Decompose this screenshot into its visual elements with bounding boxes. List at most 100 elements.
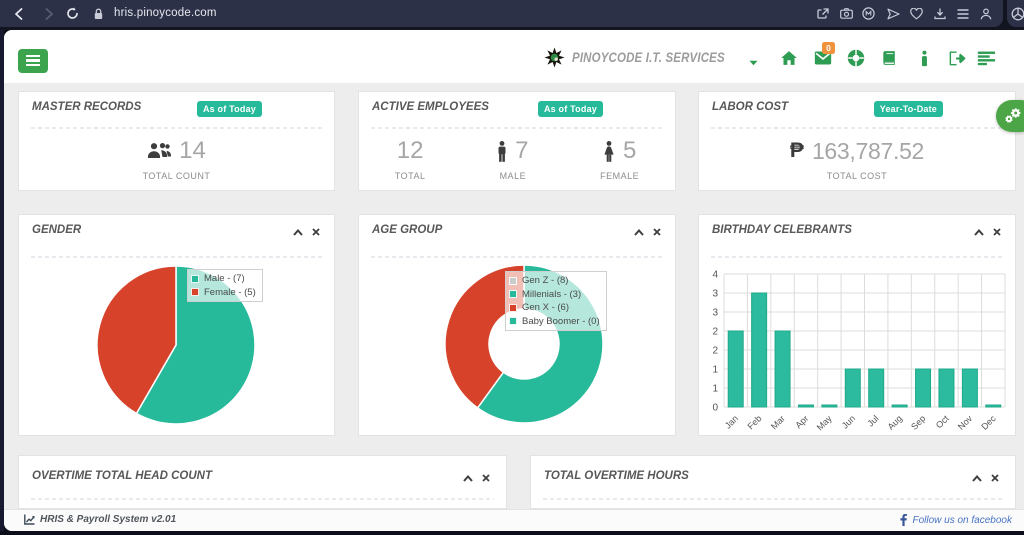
birthday-bar-chart[interactable]: 0 1 1 2 2 3 3 4 Jan Feb Mar Apr May Jun Jul Aug Sep Oct No… xyxy=(699,215,1017,437)
panel-title: AGE GROUP xyxy=(372,224,443,236)
stat-value: 7 xyxy=(515,137,529,164)
lifering-icon[interactable] xyxy=(847,49,865,67)
reload-icon[interactable] xyxy=(65,0,79,27)
brand[interactable]: PINOYCODE I.T. SERVICES xyxy=(544,44,758,70)
legend-swatch xyxy=(191,288,199,297)
home-icon[interactable] xyxy=(780,49,798,67)
card-badge: Year-To-Date xyxy=(873,101,943,117)
legend-item[interactable]: Female - (5) xyxy=(191,286,256,300)
hamburger-icon xyxy=(26,55,40,67)
browser-toolbar-corner xyxy=(1007,0,1024,27)
settings-float-button[interactable] xyxy=(996,100,1024,132)
legend-swatch xyxy=(509,303,517,312)
back-icon[interactable] xyxy=(12,0,24,27)
gender-legend[interactable]: Male - (7) Female - (5) xyxy=(187,269,263,302)
legend-item[interactable]: Millenials - (3) xyxy=(509,288,600,302)
stat-label: TOTAL COST xyxy=(826,171,888,181)
legend-label: Gen Z - (8) xyxy=(522,275,569,287)
wheel-icon[interactable] xyxy=(1011,0,1024,27)
legend-item[interactable]: Gen Z - (8) xyxy=(509,274,600,288)
legend-swatch xyxy=(509,276,517,285)
app-footer: HRIS & Payroll System v2.01 Follow us on… xyxy=(4,509,1024,531)
sidebar-toggle-button[interactable] xyxy=(18,49,48,73)
panel-title: TOTAL OVERTIME HOURS xyxy=(544,470,689,482)
collapse-icon[interactable] xyxy=(974,228,984,236)
window-bottom-edge xyxy=(0,531,1024,535)
close-icon[interactable] xyxy=(991,474,999,482)
stat-value: 12 xyxy=(396,137,424,164)
svg-text:Dec: Dec xyxy=(979,413,998,432)
legend-item[interactable]: Gen X - (6) xyxy=(509,301,600,315)
card-title: LABOR COST xyxy=(712,101,789,113)
signout-icon[interactable] xyxy=(948,49,966,67)
stat-labor-cost: ₱ 163,787.52 TOTAL COST xyxy=(790,136,924,181)
close-icon[interactable] xyxy=(993,228,1001,236)
svg-text:2: 2 xyxy=(712,346,718,357)
close-icon[interactable] xyxy=(482,474,490,482)
heart-icon[interactable] xyxy=(909,0,923,27)
browser-toolbar: hris.pinoycode.com xyxy=(0,0,1024,30)
list-icon[interactable] xyxy=(977,49,995,67)
panel-gender: GENDER Male - (7) Female - (5) xyxy=(18,214,335,436)
lock-icon xyxy=(93,0,104,27)
extension-icon[interactable] xyxy=(861,0,875,27)
mail-icon[interactable] xyxy=(814,49,832,67)
svg-text:0: 0 xyxy=(712,403,718,414)
legend-item[interactable]: Baby Boomer - (0) xyxy=(509,315,600,329)
panel-overtime-hours: TOTAL OVERTIME HOURS xyxy=(530,455,1016,509)
collapse-icon[interactable] xyxy=(634,228,644,236)
collapse-icon[interactable] xyxy=(463,474,473,482)
age-group-legend[interactable]: Gen Z - (8) Millenials - (3) Gen X - (6) Ba… xyxy=(505,271,607,331)
users-icon xyxy=(148,143,172,158)
collapse-icon[interactable] xyxy=(972,474,982,482)
panel-title: OVERTIME TOTAL HEAD COUNT xyxy=(32,470,212,482)
divider xyxy=(711,127,1003,129)
gender-pie-chart[interactable] xyxy=(19,215,336,437)
legend-swatch xyxy=(191,274,199,283)
close-icon[interactable] xyxy=(312,228,320,236)
stat-label: MALE xyxy=(499,171,527,181)
close-icon[interactable] xyxy=(653,228,661,236)
send-icon[interactable] xyxy=(886,0,900,27)
legend-swatch xyxy=(509,290,517,299)
info-icon[interactable] xyxy=(915,49,933,67)
camera-icon[interactable] xyxy=(839,0,853,27)
url-bar[interactable]: hris.pinoycode.com xyxy=(114,7,217,19)
brand-caret-icon[interactable] xyxy=(749,53,758,71)
profile-icon[interactable] xyxy=(979,0,993,27)
panel-title: BIRTHDAY CELEBRANTS xyxy=(712,224,852,236)
page: PINOYCODE I.T. SERVICES xyxy=(4,30,1024,531)
svg-text:3: 3 xyxy=(712,308,718,319)
collapse-icon[interactable] xyxy=(293,228,303,236)
stat-female: 5 FEMALE xyxy=(600,136,639,182)
svg-text:2: 2 xyxy=(712,327,718,338)
legend-label: Baby Boomer - (0) xyxy=(522,315,600,327)
svg-text:Apr: Apr xyxy=(793,413,810,430)
menu-icon[interactable] xyxy=(956,0,970,27)
footer-version: HRIS & Payroll System v2.01 xyxy=(40,514,177,525)
svg-text:Jul: Jul xyxy=(865,413,880,428)
facebook-link[interactable]: Follow us on facebook xyxy=(900,514,1012,526)
stat-total: 12 TOTAL xyxy=(394,136,426,182)
svg-text:Feb: Feb xyxy=(745,413,763,431)
card-title: MASTER RECORDS xyxy=(32,101,142,113)
card-badge: As of Today xyxy=(537,101,603,117)
svg-text:May: May xyxy=(815,413,834,432)
peso-sign: ₱ xyxy=(789,139,804,162)
panel-overtime-headcount: OVERTIME TOTAL HEAD COUNT xyxy=(18,455,507,509)
legend-item[interactable]: Male - (7) xyxy=(191,272,256,286)
svg-text:Jun: Jun xyxy=(840,413,857,430)
share-icon[interactable] xyxy=(816,0,830,27)
stat-value: 5 xyxy=(622,137,637,164)
brand-name: PINOYCODE I.T. SERVICES xyxy=(572,49,725,65)
panel-title: GENDER xyxy=(32,224,82,236)
card-title: ACTIVE EMPLOYEES xyxy=(372,101,489,113)
forward-icon[interactable] xyxy=(43,0,55,27)
stat-label: TOTAL xyxy=(394,171,426,181)
cogs-icon xyxy=(1005,108,1021,123)
panel-birthday: BIRTHDAY CELEBRANTS 0 1 1 2 2 3 3 4 Jan Feb Mar Apr… xyxy=(698,214,1016,436)
book-icon[interactable] xyxy=(880,49,898,67)
svg-text:Oct: Oct xyxy=(934,413,951,430)
download-icon[interactable] xyxy=(933,0,947,27)
